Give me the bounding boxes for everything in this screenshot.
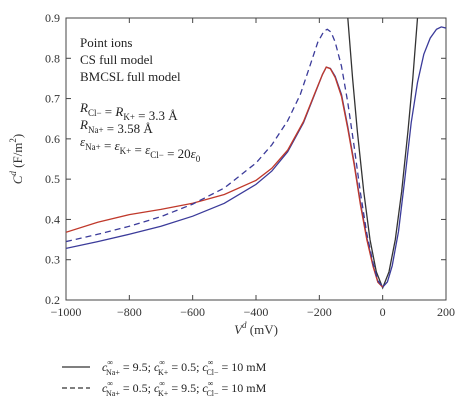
y-tick-label: 0.3 — [45, 253, 60, 267]
x-tick-label: −200 — [307, 305, 332, 319]
y-axis-label-unit-sup: 2 — [8, 138, 18, 143]
x-axis-label: Vd (mV) — [234, 320, 278, 337]
y-tick-label: 0.7 — [45, 92, 60, 106]
x-tick-label: −400 — [244, 305, 269, 319]
x-tick-label: 200 — [437, 305, 455, 319]
y-axis-label-unit-pre: (F/m — [10, 143, 25, 172]
series-line-bmcsl-full-model — [66, 66, 384, 288]
legend: Point ions CS full model BMCSL full model — [80, 35, 181, 84]
y-tick-label: 0.5 — [45, 172, 60, 186]
bottom-legend-text: c∞ Na+ = 9.5; c∞ K+ = 0.5; c∞ Cl− = 10 mM — [102, 358, 267, 377]
x-axis-label-base: V — [234, 322, 244, 337]
y-axis-label-base: C — [10, 175, 25, 184]
series-layer — [66, 18, 446, 290]
series-line-point-ions — [347, 18, 419, 290]
legend-entry: BMCSL full model — [80, 69, 181, 84]
x-tick-label: −1000 — [51, 305, 82, 319]
y-ticks: 0.2 0.3 0.4 0.5 0.6 0.7 0.8 0.9 — [45, 11, 446, 307]
x-tick-label: −600 — [180, 305, 205, 319]
y-tick-label: 0.6 — [45, 132, 60, 146]
y-tick-label: 0.2 — [45, 293, 60, 307]
series-line-dashed-3 — [66, 28, 384, 288]
bottom-legend-text: c∞ Na+ = 0.5; c∞ K+ = 9.5; c∞ Cl− = 10 mM — [102, 379, 267, 398]
x-ticks: −1000 −800 −600 −400 −200 0 200 — [51, 18, 455, 319]
bottom-legend: c∞ Na+ = 9.5; c∞ K+ = 0.5; c∞ Cl− = 10 mM c∞… — [62, 358, 267, 398]
legend-entry: Point ions — [80, 35, 132, 50]
x-axis-label-sup: d — [242, 320, 247, 330]
y-tick-label: 0.4 — [45, 212, 60, 226]
y-axis-label-sup: d — [8, 171, 18, 176]
y-tick-label: 0.8 — [45, 51, 60, 65]
annotation-line: RCl− = RK+ = 3.3 Å — [79, 100, 178, 123]
x-axis-label-unit: (mV) — [247, 322, 278, 337]
y-tick-label: 0.9 — [45, 11, 60, 25]
x-tick-label: 0 — [380, 305, 386, 319]
y-axis-label: Cd (F/m2) — [8, 134, 25, 185]
y-axis-label-unit-post: ) — [10, 134, 25, 138]
annotation-line: RNa+ = 3.58 Å — [79, 117, 153, 136]
legend-entry: CS full model — [80, 52, 153, 67]
x-tick-label: −800 — [117, 305, 142, 319]
annotation-line: εNa+ = εK+ = εCl− = 20ε0 — [80, 134, 201, 164]
